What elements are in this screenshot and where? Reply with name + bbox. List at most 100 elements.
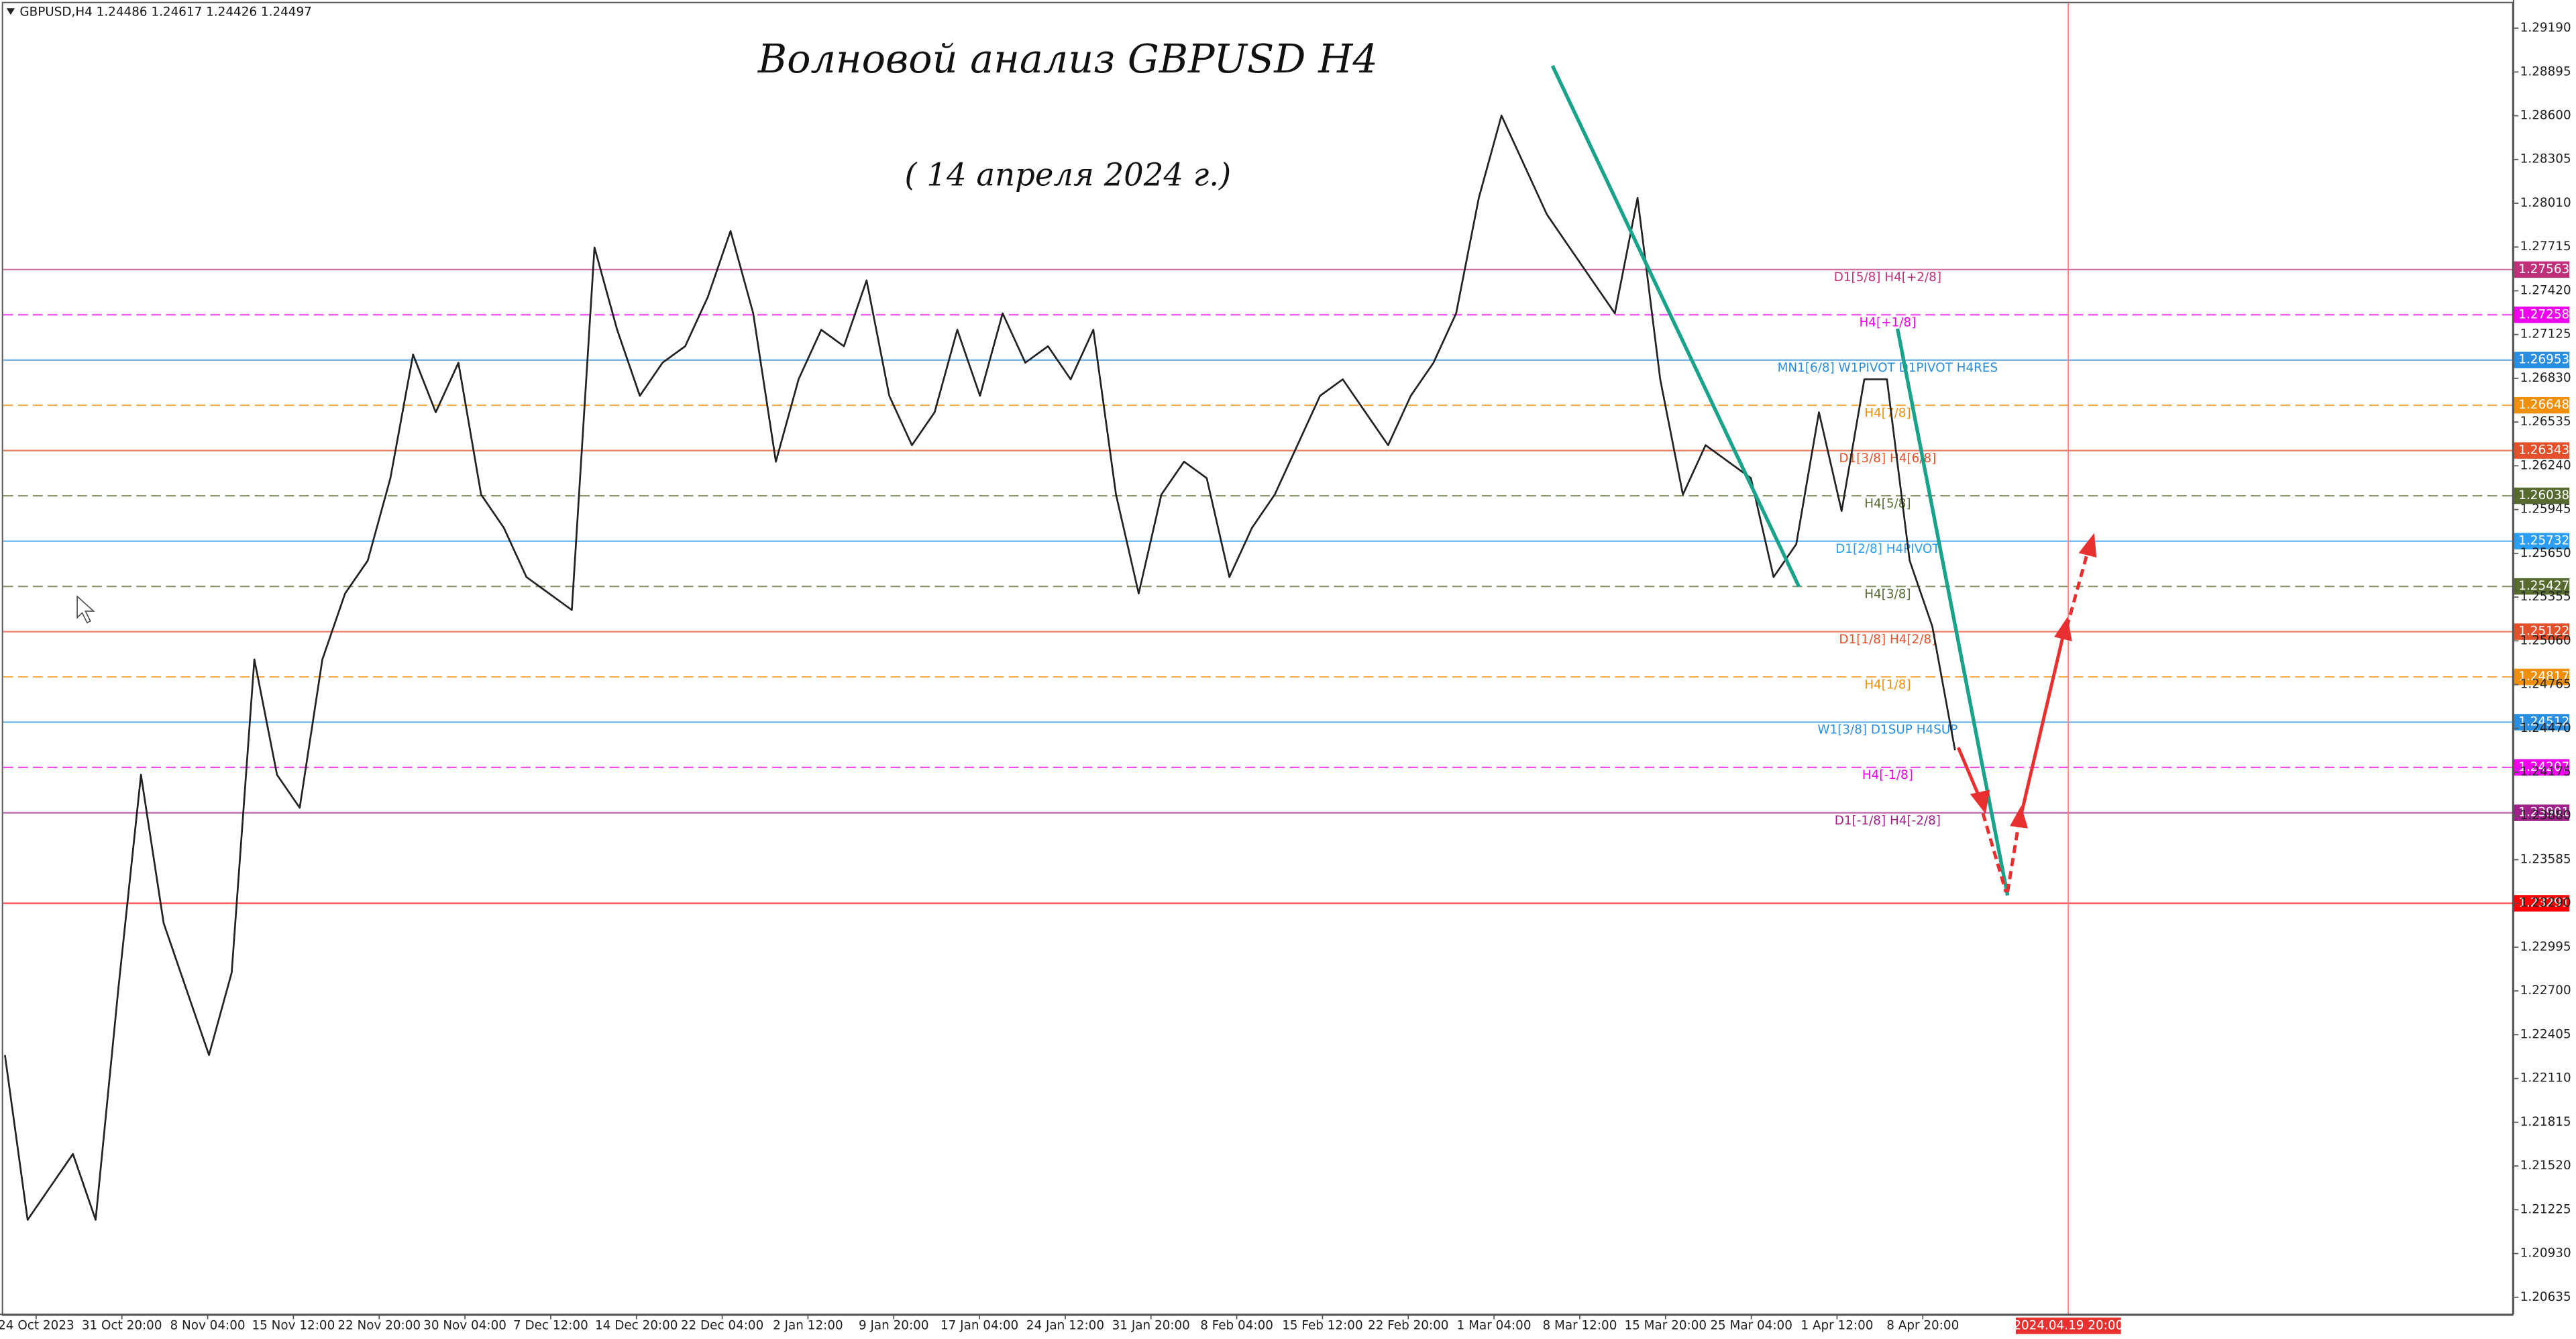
y-tick-label: 1.20635 [2520,1290,2571,1304]
arrow-head [2010,806,2029,828]
level-price: 1.23291 [2518,896,2569,910]
y-tick-label: 1.28600 [2520,109,2571,123]
axes: 1.29190 1.28895 1.28600 1.28305 1.28010 1.277… [2512,0,2571,1315]
level-price: 1.26343 [2518,443,2569,458]
y-tick-label: 1.22700 [2520,983,2571,998]
x-tick-label: 8 Apr 20:00 [1886,1318,1959,1332]
level-price: 1.26038 [2518,488,2569,502]
x-tick-label: 8 Nov 04:00 [170,1318,246,1332]
level-price-box [2513,668,2570,686]
y-tick-label: 1.22995 [2520,940,2571,954]
level-price-box [2513,895,2570,912]
x-tick-label: 7 Dec 12:00 [513,1318,588,1332]
forecast-segment [2065,549,2090,629]
y-tick-label: 1.28010 [2520,196,2571,210]
price-layer [4,114,1956,1221]
y-tick-label: 1.25650 [2520,546,2571,560]
x-tick-label: 1 Apr 12:00 [1801,1318,1873,1332]
level-label: D1[1/8] H4[2/8] [1839,633,1936,647]
forecast-arrows [1956,533,2097,893]
level-label: H4[+1/8] [1860,316,1917,330]
mouse-cursor [76,595,95,624]
y-tick-label: 1.20930 [2520,1246,2571,1261]
arrow-head [2078,533,2097,558]
forecast-segment [2019,633,2065,817]
y-tick-label: 1.23880 [2520,808,2571,822]
level-price: 1.27563 [2518,262,2569,276]
level-price-box [2513,578,2570,595]
level-price-box [2513,261,2570,278]
y-tick-label: 1.28895 [2520,64,2571,78]
x-tick-label: 31 Oct 20:00 [82,1318,162,1332]
arrow-head [1970,790,1990,814]
x-tick-label: 30 Nov 04:00 [423,1318,506,1332]
x-tick-label: 24 Oct 2023 [0,1318,74,1332]
level-label: H4[3/8] [1864,587,1911,601]
y-tick-label: 1.27420 [2520,283,2571,297]
level-price: 1.25732 [2518,534,2569,548]
y-tick-label: 1.22110 [2520,1071,2571,1085]
x-tick-label: 15 Feb 12:00 [1282,1318,1362,1332]
y-tick-label: 1.21815 [2520,1115,2571,1129]
level-label: D1[3/8] H4[6/8] [1839,451,1936,466]
level-price: 1.26648 [2518,398,2569,412]
menu-arrow[interactable] [6,8,15,15]
x-tick-label: 17 Jan 04:00 [941,1318,1018,1332]
x-tick-label: 1 Mar 04:00 [1457,1318,1532,1332]
level-price-box [2513,759,2570,776]
y-tick-label: 1.27125 [2520,327,2571,341]
level-price: 1.27258 [2518,307,2569,321]
x-tick-label: 24 Jan 12:00 [1026,1318,1104,1332]
level-price-box [2513,804,2570,821]
y-tick-label: 1.23290 [2520,896,2571,910]
x-tick-label: 31 Jan 20:00 [1112,1318,1190,1332]
x-tick-label: 15 Mar 20:00 [1624,1318,1707,1332]
x-tick-label: 8 Mar 12:00 [1542,1318,1617,1332]
y-tick-label: 1.24175 [2520,765,2571,779]
x-tick-label: 2 Jan 12:00 [773,1318,843,1332]
x-tick-label: 22 Feb 20:00 [1368,1318,1448,1332]
level-price: 1.24207 [2518,760,2569,774]
level-price: 1.26953 [2518,353,2569,367]
level-price: 1.24512 [2518,714,2569,729]
level-price: 1.23901 [2518,806,2569,820]
level-price: 1.25427 [2518,579,2569,593]
level-label: MN1[6/8] W1PIVOT D1PIVOT H4RES [1778,361,1998,375]
trend-line [1550,64,1801,588]
y-tick-label: 1.24470 [2520,721,2571,735]
level-price-box [2513,396,2570,414]
y-tick-label: 1.23585 [2520,852,2571,866]
level-price-box [2513,307,2570,323]
levels: 1.27563 D1[5/8] H4[+2/8] 1.27258 H4[+1/8] 1.… [3,261,2570,912]
chart-subtitle: ( 14 апреля 2024 г.) [904,157,1231,193]
y-tick-label: 1.29190 [2520,21,2571,35]
y-tick-label: 1.25355 [2520,590,2571,604]
y-tick-label: 1.26535 [2520,415,2571,429]
chart-title: Волновой анализ GBPUSD H4 [757,36,1378,82]
level-price-box [2513,714,2570,731]
forecast-segment [2006,821,2021,893]
y-tick-label: 1.26240 [2520,458,2571,472]
level-price: 1.24817 [2518,670,2569,684]
level-label: H4[1/8] [1864,678,1911,692]
level-price-box [2513,533,2570,549]
level-price-box [2513,487,2570,504]
y-tick-label: 1.21225 [2520,1202,2571,1216]
level-label: D1[2/8] H4PIVOT [1835,542,1940,556]
y-tick-label: 1.27715 [2520,239,2571,254]
level-price-box [2513,623,2570,640]
price-line [4,114,1956,1221]
x-tick-label: 8 Feb 04:00 [1200,1318,1273,1332]
symbol-header: GBPUSD,H4 1.24486 1.24617 1.24426 1.2449… [19,5,311,19]
x-tick-label: 15 Nov 12:00 [252,1318,335,1332]
x-tick-label: 22 Nov 20:00 [337,1318,421,1332]
y-tick-label: 1.22405 [2520,1027,2571,1041]
level-label: H4[-1/8] [1862,768,1913,782]
trend-line [1895,328,2010,896]
cursor-time: 2024.04.19 20:00 [2013,1318,2123,1332]
level-price: 1.25122 [2518,625,2569,639]
level-price-box [2513,442,2570,459]
level-price-box [2513,352,2570,368]
